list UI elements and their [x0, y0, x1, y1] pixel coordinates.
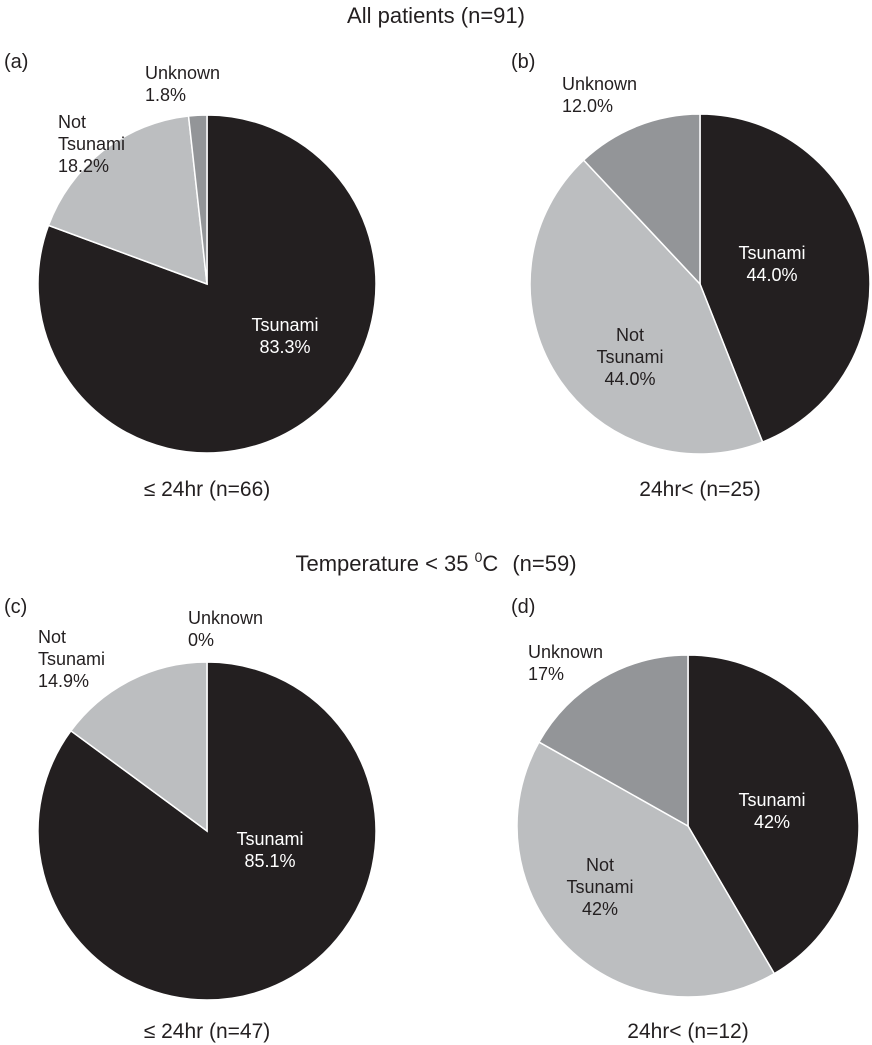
pie-slice-unknown [187, 114, 208, 285]
slice-label-line: Not [58, 112, 86, 132]
pie-panel: (d)Tsunami 42%Not Tsunami 42%Unknown 17%24hr… [511, 596, 860, 1043]
slice-label-line: 44.0% [746, 265, 797, 285]
section-title-all-patients: All patients (n=91) [347, 3, 525, 28]
slice-label-line: Tsunami [58, 134, 125, 154]
slice-label-line: Unknown [188, 608, 263, 628]
slice-label-line: 17% [528, 664, 564, 684]
pie-slice-not-tsunami [47, 115, 208, 286]
slice-label-line: 14.9% [38, 671, 89, 691]
pie-slice-tsunami [699, 113, 871, 444]
slice-label-line: 42% [754, 812, 790, 832]
pie-panels: (a)Tsunami 83.3%Not Tsunami 18.2%Unknown 1.8… [4, 51, 871, 1043]
slice-label-not-tsunami: Not Tsunami 44.0% [596, 325, 663, 389]
section-title-temperature-superscript: 0 [475, 549, 483, 565]
pie-slice-tsunami [687, 654, 860, 975]
pie-slice-not-tsunami [529, 159, 764, 455]
panel-label: (b) [511, 51, 535, 73]
slice-label-unknown: Unknown 12.0% [562, 74, 637, 116]
slice-label-not-tsunami: Not Tsunami 18.2% [58, 112, 125, 176]
panel-caption: 24hr< (n=25) [639, 478, 760, 501]
slice-label-line: 85.1% [244, 851, 295, 871]
slice-label-line: 42% [582, 899, 618, 919]
slice-label-line: Tsunami [566, 877, 633, 897]
pie-slice-not-tsunami [69, 661, 208, 833]
pie-slice-not-tsunami [516, 741, 776, 998]
section-title-temperature-main: Temperature < 35 [295, 551, 474, 576]
slice-label-unknown: Unknown 17% [528, 642, 603, 684]
slice-label-line: 0% [188, 630, 214, 650]
slice-label-line: 18.2% [58, 156, 109, 176]
slice-label-line: Tsunami [596, 347, 663, 367]
slice-label-line: 83.3% [259, 337, 310, 357]
panel-caption: ≤ 24hr (n=47) [144, 1020, 271, 1043]
slice-label-not-tsunami: Not Tsunami 42% [566, 855, 633, 919]
slice-label-line: Tsunami [738, 790, 805, 810]
section-title-temperature-count: (n=59) [512, 551, 576, 576]
slice-label-line: 44.0% [604, 369, 655, 389]
slice-label-line: Unknown [562, 74, 637, 94]
slice-label-line: Unknown [145, 63, 220, 83]
pie-slice-unknown [582, 113, 701, 286]
slice-label-tsunami: Tsunami 44.0% [738, 243, 805, 285]
panel-label: (c) [4, 596, 27, 618]
pie-panel: (c)Tsunami 85.1%Not Tsunami 14.9%Unknown 0%≤… [4, 596, 377, 1043]
slice-label-line: Tsunami [738, 243, 805, 263]
section-title-temperature-unit: C [482, 551, 498, 576]
slice-label-line: Not [586, 855, 614, 875]
slice-label-not-tsunami: Not Tsunami 14.9% [38, 627, 105, 691]
slice-label-tsunami: Tsunami 83.3% [251, 315, 318, 357]
slice-label-line: Not [616, 325, 644, 345]
slice-label-line: Tsunami [251, 315, 318, 335]
slice-label-line: 1.8% [145, 85, 186, 105]
pie-slice-unknown [538, 654, 689, 828]
slice-label-line: 12.0% [562, 96, 613, 116]
pie-panel: (a)Tsunami 83.3%Not Tsunami 18.2%Unknown 1.8… [4, 51, 377, 501]
slice-label-tsunami: Tsunami 42% [738, 790, 805, 832]
panel-label: (d) [511, 596, 535, 618]
slice-label-line: Tsunami [38, 649, 105, 669]
slice-label-line: Unknown [528, 642, 603, 662]
pie-panel: (b)Tsunami 44.0%Not Tsunami 44.0%Unknown 12.… [511, 51, 871, 501]
slice-label-line: Tsunami [236, 829, 303, 849]
slice-label-unknown: Unknown 1.8% [145, 63, 220, 105]
panel-label: (a) [4, 51, 28, 73]
pie-slice-tsunami [37, 661, 377, 1001]
panel-caption: ≤ 24hr (n=66) [144, 478, 271, 501]
slice-label-unknown: Unknown 0% [188, 608, 263, 650]
section-title-temperature: Temperature < 35 0C (n=59) [295, 549, 576, 576]
slice-label-tsunami: Tsunami 85.1% [236, 829, 303, 871]
panel-caption: 24hr< (n=12) [627, 1020, 748, 1043]
slice-label-line: Not [38, 627, 66, 647]
